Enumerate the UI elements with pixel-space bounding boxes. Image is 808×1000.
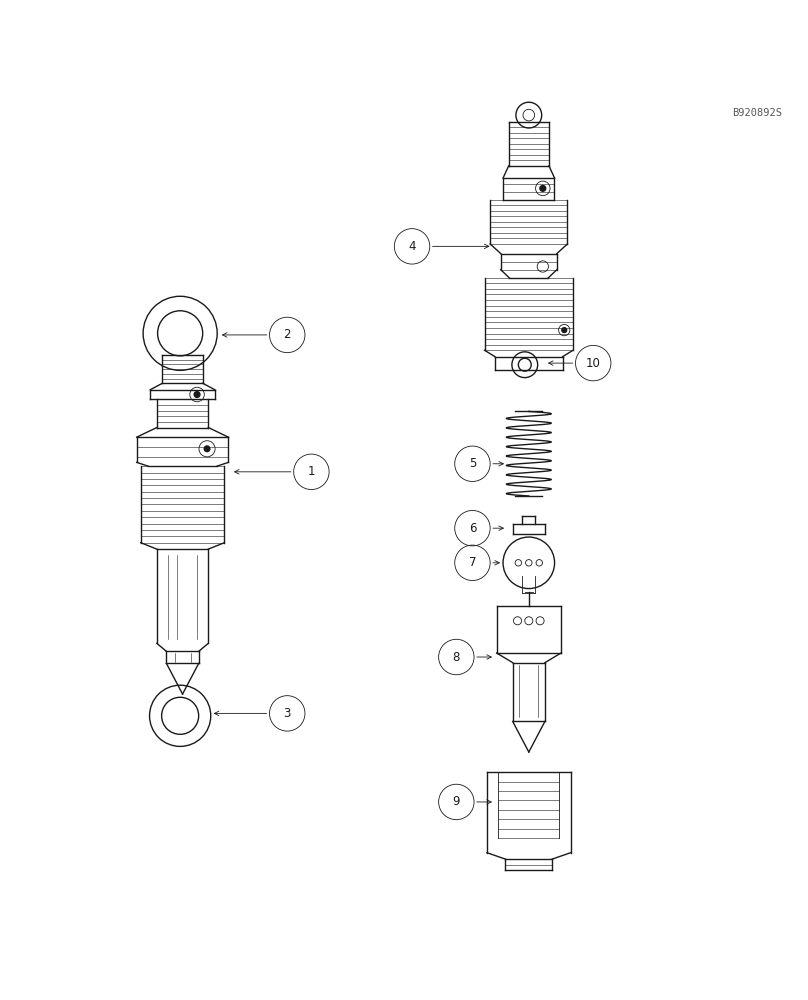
Circle shape	[194, 392, 200, 397]
Circle shape	[540, 185, 545, 191]
Text: 6: 6	[469, 522, 476, 535]
Text: 4: 4	[408, 240, 416, 253]
Text: 9: 9	[452, 795, 460, 808]
Text: 5: 5	[469, 457, 476, 470]
Text: B920892S: B920892S	[733, 108, 782, 118]
Text: 1: 1	[308, 465, 315, 478]
Text: 7: 7	[469, 556, 476, 569]
Text: 8: 8	[452, 651, 460, 664]
Circle shape	[562, 328, 566, 333]
Text: 10: 10	[586, 357, 600, 370]
Text: 3: 3	[284, 707, 291, 720]
Circle shape	[204, 446, 210, 452]
Text: 2: 2	[284, 328, 291, 341]
